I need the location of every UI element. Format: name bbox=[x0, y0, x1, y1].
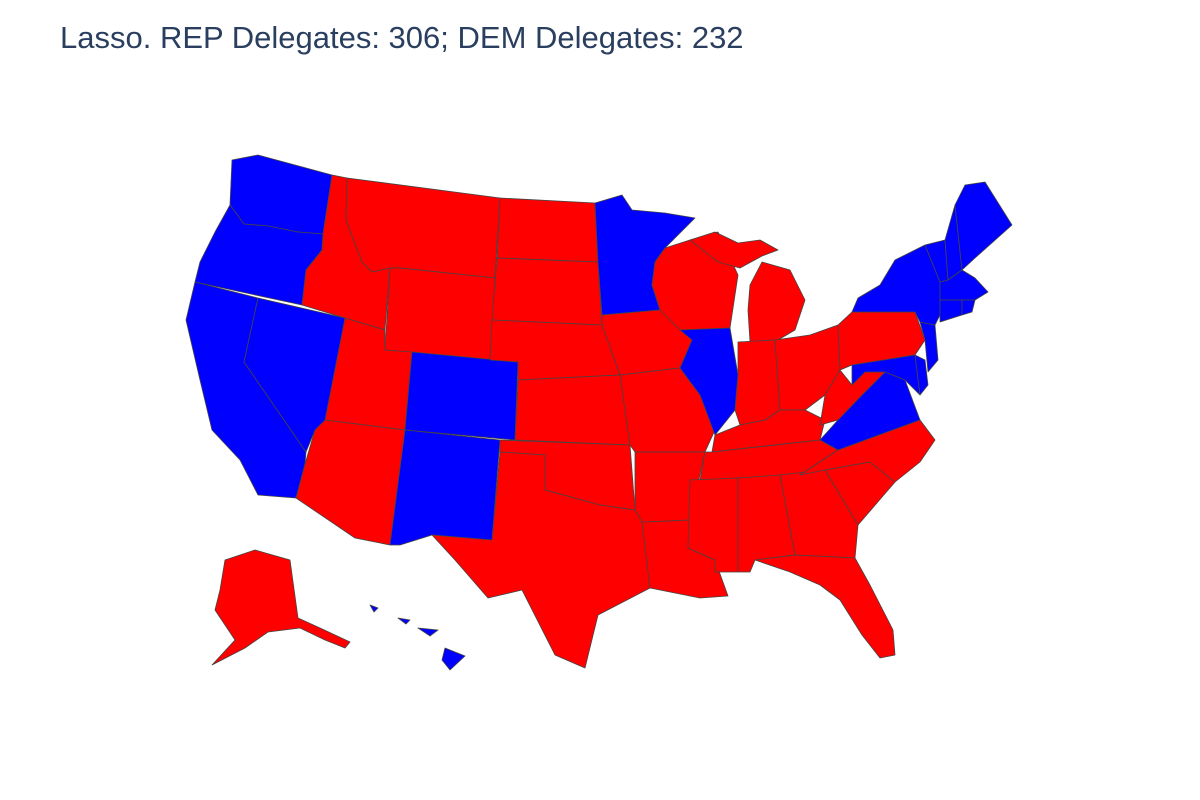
state-MI-UP[interactable] bbox=[689, 231, 779, 269]
state-DE[interactable] bbox=[914, 354, 929, 396]
state-CO[interactable] bbox=[404, 351, 519, 441]
state-ME[interactable] bbox=[954, 181, 1013, 271]
state-ND[interactable] bbox=[496, 197, 599, 263]
state-KS[interactable] bbox=[514, 374, 631, 446]
state-IN[interactable] bbox=[734, 339, 781, 426]
state-RI[interactable] bbox=[961, 299, 976, 316]
state-MT[interactable] bbox=[345, 177, 501, 279]
state-WY[interactable] bbox=[384, 267, 496, 361]
state-TX[interactable] bbox=[431, 451, 651, 669]
state-HI[interactable] bbox=[369, 604, 466, 671]
state-WA[interactable] bbox=[229, 154, 333, 235]
state-MI[interactable] bbox=[747, 261, 806, 343]
state-CT[interactable] bbox=[939, 299, 963, 323]
state-AZ[interactable] bbox=[295, 419, 406, 546]
state-NM[interactable] bbox=[389, 429, 501, 546]
state-FL[interactable] bbox=[754, 554, 896, 659]
state-AK[interactable] bbox=[211, 549, 351, 666]
chart-title: Lasso. REP Delegates: 306; DEM Delegates… bbox=[60, 20, 744, 55]
state-SD[interactable] bbox=[491, 257, 603, 326]
